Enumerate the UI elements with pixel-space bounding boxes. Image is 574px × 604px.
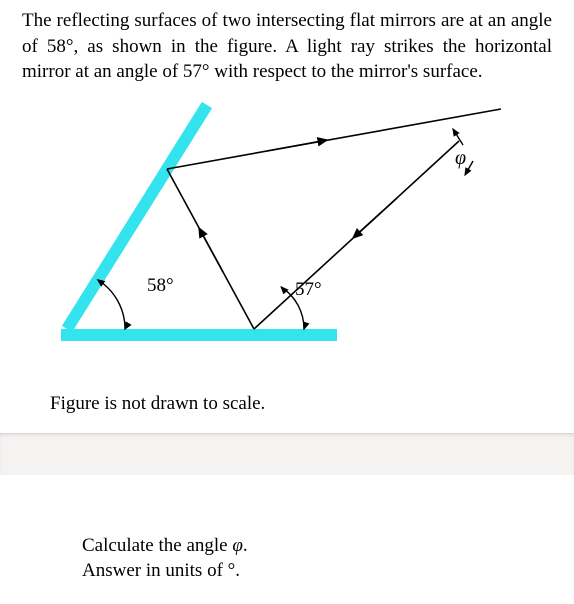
reflected-ray-2-arrow [267,140,327,151]
question-line2: Answer in units of °. [82,560,240,581]
question-block: Calculate the angle φ. Answer in units o… [82,523,542,584]
arc-58 [98,280,125,329]
incident-ray-arrow [353,198,397,238]
phi-arrow-down [465,161,473,175]
tilted-mirror [67,105,207,329]
reflected-ray-2 [167,109,501,169]
section-divider [0,433,574,475]
figure-svg [17,89,557,389]
page: The reflecting surfaces of two intersect… [0,0,574,604]
label-phi: φ [455,147,466,170]
label-58deg: 58° [147,275,174,297]
label-57deg: 57° [295,279,322,301]
question-line1b: . [243,535,248,556]
reflected-ray-1-arrow [199,228,223,272]
problem-statement: The reflecting surfaces of two intersect… [0,0,574,89]
figure: 58° 57° φ [17,89,557,399]
question-phi: φ [232,535,243,556]
question-line1a: Calculate the angle [82,535,232,556]
